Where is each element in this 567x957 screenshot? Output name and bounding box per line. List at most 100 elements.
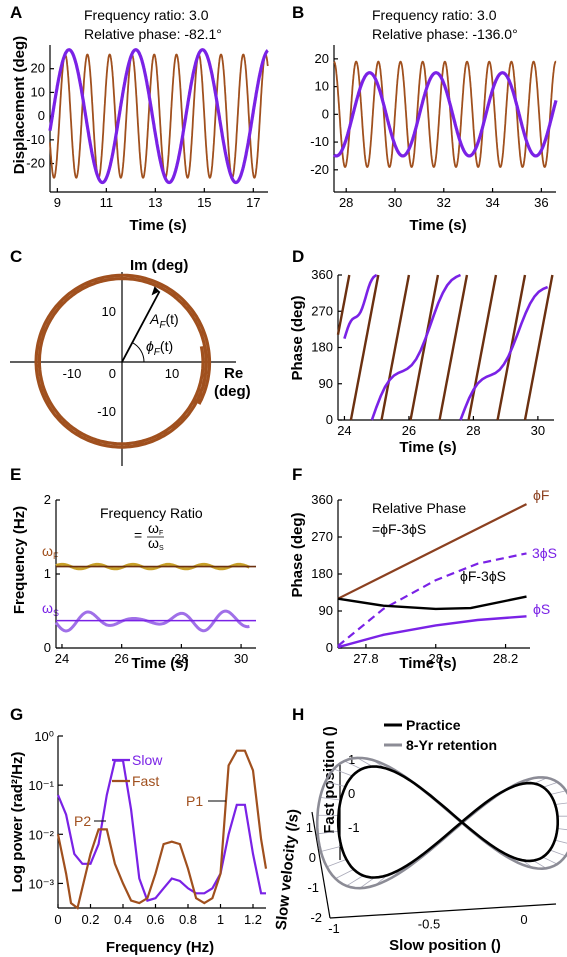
panel-e-ylabel: Frequency (Hz) [11, 506, 28, 614]
panel-letter-c: C [10, 247, 22, 266]
panel-h-ylabel: Slow velocity (/s) [273, 808, 303, 931]
panel-c-y-tick-label: 10 [102, 304, 116, 319]
panel-h-z-tick-label: 0 [348, 786, 355, 801]
panel-b-annotation-phase: Relative phase: -136.0° [372, 26, 518, 42]
panel-e-chart: Frequency (Hz) Time (s) Frequency Ratio … [11, 492, 256, 672]
panel-h-xlabel: Slow position () [389, 937, 501, 954]
panel-g-x-tick-label: 0.6 [146, 912, 164, 927]
panel-f-chart: Phase (deg) Time (s) Relative Phase =ϕF-… [289, 487, 557, 672]
deviation-hatch [543, 781, 558, 788]
panel-a-xlabel: Time (s) [129, 217, 186, 234]
phiS-label: ϕS [533, 601, 550, 617]
panel-b-x-tick-label: 30 [388, 195, 402, 210]
deviation-hatch [320, 796, 341, 801]
fast-phase-ramp [336, 274, 351, 335]
fast-trace [333, 60, 557, 168]
deviation-hatch [346, 875, 364, 887]
panel-letter-e: E [10, 465, 21, 484]
phase-angle-arc [132, 342, 145, 363]
panel-f-x-tick-label: 28 [429, 651, 443, 666]
panel-d-y-tick-label: 180 [311, 340, 333, 355]
panel-c-ylabel: Im (deg) [130, 257, 188, 274]
panel-a-y-tick-label: 0 [38, 108, 45, 123]
panel-b-x-tick-label: 28 [339, 195, 353, 210]
deviation-hatch [325, 781, 346, 788]
panel-letter-d: D [292, 247, 304, 266]
fast-phase-ramp [409, 274, 440, 421]
panel-a-x-tick-label: 9 [54, 195, 61, 210]
panel-f-x-tick-label: 27.8 [353, 651, 378, 666]
panel-h-z-tick-label: -1 [348, 820, 360, 835]
panel-g-x-tick-label: 1.2 [244, 912, 262, 927]
deviation-hatch [344, 760, 362, 770]
deviation-hatch [317, 830, 339, 835]
deviation-hatch [333, 768, 353, 777]
panel-b-y-tick-label: 10 [315, 79, 329, 94]
panel-d-y-tick-label: 90 [319, 376, 333, 391]
amplitude-vector [121, 290, 161, 363]
phiF-label: ϕF [533, 487, 549, 503]
phase-spiral [34, 273, 212, 449]
panel-d-x-tick-label: 30 [531, 423, 545, 438]
panel-letter-g: G [10, 705, 23, 724]
panel-e-y-tick-label: 2 [44, 492, 51, 507]
panel-letter-f: F [292, 465, 302, 484]
panel-d-chart: Phase (deg) Time (s) 24 26 28 30 0 90 180 270 36… [289, 267, 554, 456]
slow-phase-ramp [343, 273, 378, 339]
panel-g-xlabel: Frequency (Hz) [106, 939, 214, 956]
fast-phase-ramp [467, 274, 498, 421]
panel-a-y-tick-label: 20 [31, 61, 45, 76]
panel-f-y-tick-label: 270 [311, 529, 333, 544]
panel-d-ylabel: Phase (deg) [289, 295, 306, 380]
panel-f-ylabel: Phase (deg) [289, 512, 306, 597]
panel-d-x-tick-label: 28 [466, 423, 480, 438]
panel-d-x-tick-label: 26 [402, 423, 416, 438]
fast-phase-ramp [438, 274, 469, 421]
deviation-hatch [326, 858, 347, 868]
panel-c-xlabel-re: Re [224, 365, 243, 382]
panel-e-ratio-den: ωS [148, 535, 164, 552]
panel-e-y-tick-label: 1 [44, 566, 51, 581]
panel-d-xlabel: Time (s) [399, 439, 456, 456]
deviation-hatch [555, 802, 567, 805]
panel-c-xlabel-unit: (deg) [214, 383, 251, 400]
panel-f-xlabel: Time (s) [399, 655, 456, 672]
legend-fast: Fast [132, 773, 159, 789]
phiF-line [337, 503, 527, 600]
panel-e-x-tick-label: 24 [55, 651, 69, 666]
panel-h-x-axis [329, 903, 557, 919]
panel-h-x-tick-label: -1 [328, 921, 340, 936]
panel-g-chart: Log power (rad²/Hz) Frequency (Hz) Slow … [9, 729, 268, 956]
three-phiS-line [337, 552, 527, 647]
panel-d-y-tick-label: 270 [311, 303, 333, 318]
panel-e-x-tick-label: 28 [174, 651, 188, 666]
panel-h-y-tick-label: 1 [306, 820, 313, 835]
panel-c-chart: Im (deg) Re (deg) AF(t) ϕF(t) -10 0 10 -10 1… [10, 257, 251, 466]
relative-phase-line [337, 595, 527, 611]
panel-e-ratio-eq: = [134, 527, 142, 543]
panel-f-y-tick-label: 360 [311, 492, 333, 507]
panel-d-y-tick-label: 360 [311, 267, 333, 282]
practice-trajectory [336, 765, 559, 879]
deviation-hatch [549, 849, 566, 857]
vector-arrowhead [151, 286, 160, 296]
panel-a-y-tick-label: 10 [31, 84, 45, 99]
slow-trace [332, 71, 558, 158]
panel-b-y-tick-label: 20 [315, 51, 329, 66]
deviation-hatch [533, 860, 547, 869]
fast-phase-ramp [523, 274, 554, 421]
panel-f-y-tick-label: 90 [319, 603, 333, 618]
panel-c-x-tick-label: 10 [165, 366, 179, 381]
fast-phase-ramp [380, 274, 411, 421]
panel-b-chart: Frequency ratio: 3.0 Relative phase: -13… [310, 7, 558, 234]
panel-a-ylabel: Displacement (deg) [11, 36, 28, 174]
fast-phase-ramp [349, 274, 380, 421]
panel-g-x-tick-label: 1 [217, 912, 224, 927]
panel-f-title-formula: =ϕF-3ϕS [372, 521, 426, 537]
panel-a-x-tick-label: 15 [197, 195, 211, 210]
angle-label: ϕF(t) [146, 338, 173, 358]
panel-a-x-tick-label: 17 [246, 195, 260, 210]
panel-letter-a: A [10, 3, 22, 22]
panel-b-xlabel: Time (s) [409, 217, 466, 234]
deviation-hatch [550, 790, 567, 795]
